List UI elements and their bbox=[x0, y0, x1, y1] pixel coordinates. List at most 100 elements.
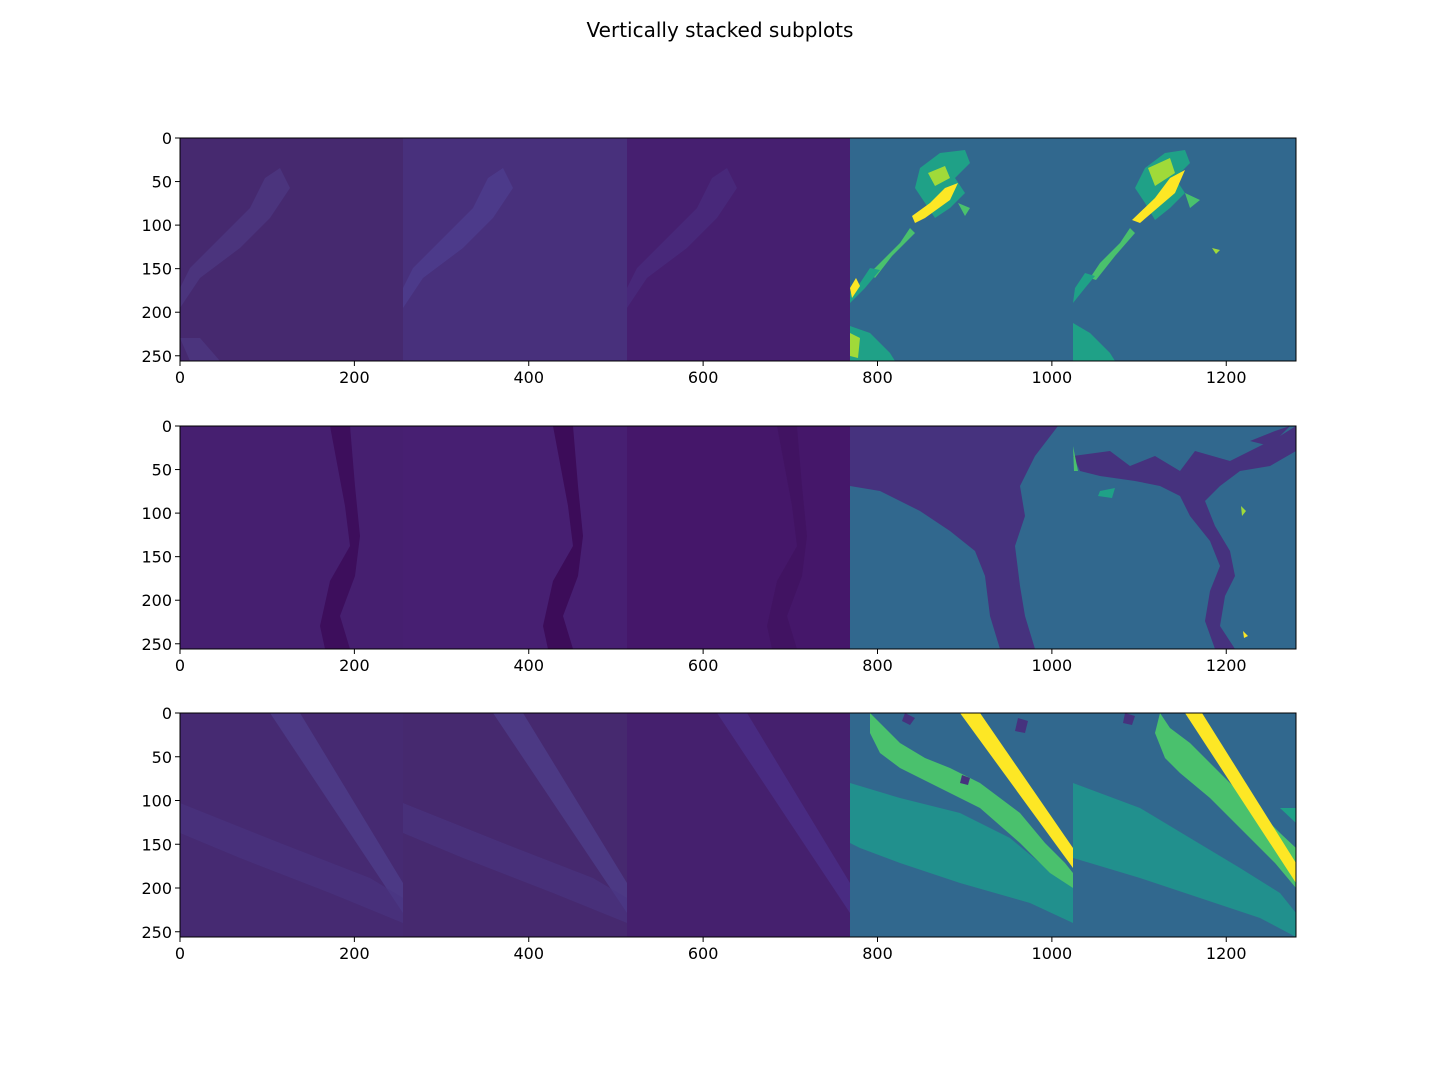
y-tick-label: 100 bbox=[141, 792, 172, 811]
mask-region bbox=[870, 228, 915, 278]
tile-2-3 bbox=[627, 426, 850, 649]
x-tick-label: 1200 bbox=[1206, 944, 1247, 963]
y-tick-label: 50 bbox=[152, 461, 172, 480]
axes-frame-1 bbox=[179, 137, 1297, 362]
x-tick-label: 600 bbox=[688, 656, 719, 675]
subplot-1: 0 200 400 600 800 1000 1200 0 50 100 150 200 250 bbox=[141, 129, 1297, 387]
mask-region bbox=[1185, 193, 1200, 208]
y-tick-label: 150 bbox=[141, 260, 172, 279]
tile-3-3 bbox=[627, 713, 850, 937]
mask-region bbox=[850, 333, 860, 358]
mask-region bbox=[1132, 170, 1185, 223]
y-tick-label: 0 bbox=[162, 704, 172, 723]
y-tick-label: 200 bbox=[141, 591, 172, 610]
road-feature bbox=[180, 803, 403, 923]
tile-2-2 bbox=[403, 426, 627, 649]
y-ticks-3: 0 50 100 150 200 250 bbox=[141, 704, 180, 942]
x-tick-label: 1000 bbox=[1032, 656, 1073, 675]
mask-region bbox=[1098, 488, 1115, 498]
y-tick-label: 200 bbox=[141, 879, 172, 898]
x-ticks-3: 0 200 400 600 800 1000 1200 bbox=[175, 937, 1247, 963]
x-tick-label: 600 bbox=[688, 368, 719, 387]
clearing-feature bbox=[627, 168, 737, 308]
x-tick-label: 600 bbox=[688, 944, 719, 963]
mask-region bbox=[1155, 713, 1296, 888]
mask-region bbox=[1015, 718, 1028, 733]
x-tick-label: 200 bbox=[339, 656, 370, 675]
mask-region bbox=[850, 268, 880, 303]
heatmap-image-3 bbox=[180, 713, 1296, 937]
heatmap-image-2 bbox=[180, 426, 1296, 649]
x-tick-label: 400 bbox=[513, 368, 544, 387]
y-tick-label: 250 bbox=[141, 347, 172, 366]
tile-1-5 bbox=[1073, 138, 1296, 361]
x-tick-label: 200 bbox=[339, 368, 370, 387]
x-tick-label: 1000 bbox=[1032, 368, 1073, 387]
x-tick-label: 0 bbox=[175, 944, 185, 963]
mask-region bbox=[1123, 713, 1135, 725]
clearing-feature bbox=[180, 168, 290, 308]
mask-region bbox=[1280, 808, 1296, 823]
y-tick-label: 150 bbox=[141, 835, 172, 854]
clearing-feature bbox=[180, 338, 220, 361]
x-tick-label: 800 bbox=[862, 368, 893, 387]
y-ticks-1: 0 50 100 150 200 250 bbox=[141, 129, 180, 366]
subplot-2: 0 200 400 600 800 1000 1200 0 50 100 150 200 250 bbox=[141, 417, 1297, 675]
y-tick-label: 100 bbox=[141, 504, 172, 523]
x-tick-label: 200 bbox=[339, 944, 370, 963]
mask-region bbox=[958, 203, 970, 216]
mask-region bbox=[1243, 631, 1248, 638]
tile-1-4 bbox=[850, 138, 1073, 361]
mask-region bbox=[850, 426, 1058, 649]
x-ticks-2: 0 200 400 600 800 1000 1200 bbox=[175, 649, 1247, 675]
y-ticks-2: 0 50 100 150 200 250 bbox=[141, 417, 180, 654]
axes-frame-2 bbox=[179, 425, 1297, 650]
y-tick-label: 200 bbox=[141, 303, 172, 322]
mask-region bbox=[1185, 713, 1296, 883]
x-tick-label: 0 bbox=[175, 656, 185, 675]
x-tick-label: 0 bbox=[175, 368, 185, 387]
mask-region bbox=[1073, 446, 1078, 471]
mask-region bbox=[915, 150, 970, 218]
y-tick-label: 250 bbox=[141, 923, 172, 942]
x-ticks-1: 0 200 400 600 800 1000 1200 bbox=[175, 361, 1247, 387]
mask-region bbox=[850, 278, 860, 298]
x-tick-label: 400 bbox=[513, 656, 544, 675]
x-tick-label: 1200 bbox=[1206, 656, 1247, 675]
mask-region bbox=[1212, 248, 1220, 254]
river-feature bbox=[767, 426, 807, 649]
y-tick-label: 50 bbox=[152, 173, 172, 192]
road-feature bbox=[717, 713, 850, 913]
x-tick-label: 400 bbox=[513, 944, 544, 963]
mask-region bbox=[902, 713, 915, 725]
mask-region bbox=[1148, 158, 1175, 186]
x-tick-label: 800 bbox=[862, 656, 893, 675]
y-tick-label: 0 bbox=[162, 417, 172, 436]
x-tick-label: 1200 bbox=[1206, 368, 1247, 387]
road-feature bbox=[403, 803, 627, 923]
y-tick-label: 0 bbox=[162, 129, 172, 148]
road-feature bbox=[270, 713, 403, 913]
mask-region bbox=[850, 783, 1073, 923]
mask-region bbox=[1241, 506, 1246, 516]
y-tick-label: 50 bbox=[152, 748, 172, 767]
mask-region bbox=[1073, 783, 1296, 937]
figure-suptitle: Vertically stacked subplots bbox=[587, 18, 854, 42]
mask-region bbox=[960, 775, 970, 785]
y-tick-label: 250 bbox=[141, 635, 172, 654]
road-feature bbox=[493, 713, 627, 913]
mask-region bbox=[1090, 228, 1135, 280]
x-tick-label: 800 bbox=[862, 944, 893, 963]
tile-2-1 bbox=[180, 426, 403, 649]
heatmap-image-1 bbox=[180, 138, 1296, 361]
river-feature bbox=[543, 426, 583, 649]
river-feature bbox=[320, 426, 360, 649]
mask-region bbox=[1073, 426, 1296, 649]
mask-region bbox=[1073, 273, 1095, 303]
clearing-feature bbox=[403, 168, 513, 308]
mask-region bbox=[928, 166, 950, 186]
mask-region bbox=[960, 713, 1073, 868]
y-tick-label: 100 bbox=[141, 216, 172, 235]
mask-region bbox=[850, 326, 895, 361]
